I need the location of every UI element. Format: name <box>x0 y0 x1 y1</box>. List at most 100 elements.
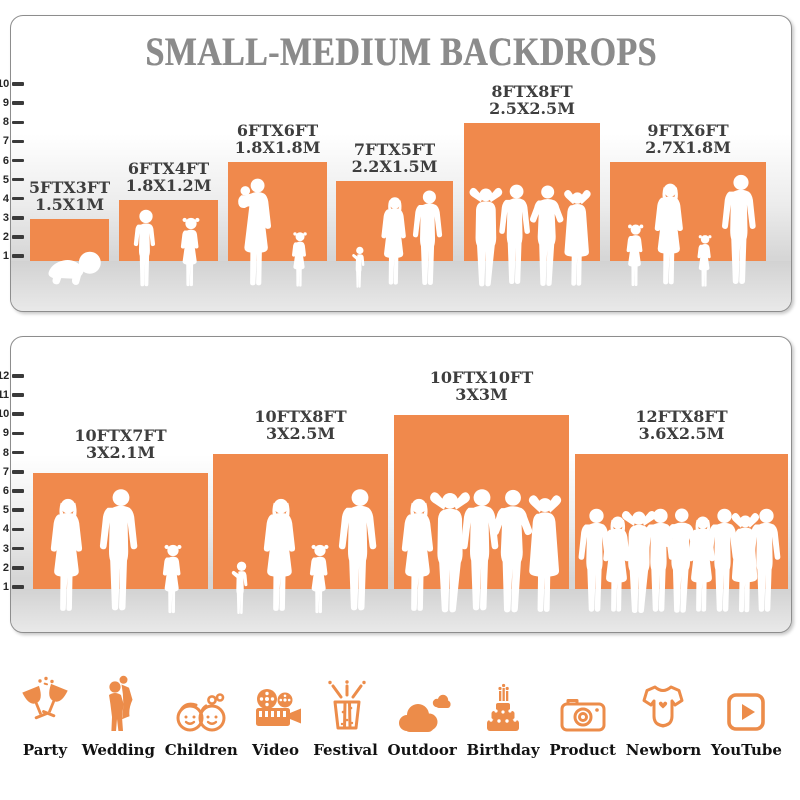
size-meters: 3.6X2.5M <box>638 423 725 443</box>
person-silhouette-woman <box>50 498 83 611</box>
person-silhouette-man <box>338 489 376 611</box>
category-video: Video <box>248 687 304 758</box>
backdrop-size-label: 7FTX5FT 2.2X1.5M <box>352 141 438 175</box>
y-axis-tick-label: 12 <box>0 369 10 382</box>
y-axis-tick-label: 3 <box>2 542 9 555</box>
y-axis-tick-label: 3 <box>2 211 9 224</box>
panel-surface: SMALL-MEDIUM BACKDROPS 5FTX3FT 1.5X1M 6FTX… <box>10 15 792 312</box>
size-meters: 1.8X1.8M <box>234 137 321 157</box>
person-silhouette-toddler <box>352 246 365 288</box>
y-axis-tick-label: 4 <box>2 192 9 205</box>
youtube-icon <box>727 693 766 731</box>
category-outdoor: Outdoor <box>388 691 457 758</box>
person-silhouette-man <box>99 489 137 611</box>
category-label: YouTube <box>710 741 782 759</box>
y-axis-tick-label: 1 <box>2 250 9 262</box>
person-silhouette-man <box>413 190 443 285</box>
y-axis-tick-label: 7 <box>2 135 9 148</box>
size-meters: 3X2.1M <box>85 442 156 462</box>
category-party: Party <box>18 675 72 758</box>
person-silhouette-woman-up <box>528 495 561 612</box>
bars-layer: 5FTX3FT 1.5X1M 6FTX4FT 1.8X1.2M 6FTX6FT 1.8X1… <box>11 16 791 311</box>
backdrop-size-label: 6FTX4FT 1.8X1.2M <box>126 160 212 194</box>
newborn-icon <box>642 685 684 728</box>
backdrop-size-label: 10FTX7FT 3X2.1M <box>74 427 166 461</box>
y-axis-tick-label: 6 <box>2 485 9 497</box>
person-silhouette-woman-baby <box>237 178 271 286</box>
backdrop-size-label: 12FTX8FT 3.6X2.5M <box>635 408 727 442</box>
backdrop-size-label: 8FTX8FT 2.5X2.5M <box>489 83 575 117</box>
size-feet: 10FTX10FT <box>429 368 534 388</box>
backdrop-size-label: 9FTX6FT 2.7X1.8M <box>645 122 731 156</box>
size-feet: 5FTX3FT <box>28 177 111 197</box>
category-festival: Festival <box>313 679 378 758</box>
category-youtube: YouTube <box>711 691 782 758</box>
size-feet: 6FTX4FT <box>127 158 210 178</box>
outdoor-icon <box>399 694 451 732</box>
category-label: Children <box>164 741 238 759</box>
video-icon <box>255 689 301 726</box>
party-icon <box>22 676 68 720</box>
y-axis-tick-label: 9 <box>2 427 9 440</box>
person-silhouette-girl <box>180 217 200 287</box>
size-meters: 2.2X1.5M <box>351 156 438 176</box>
person-silhouette-baby <box>48 251 101 285</box>
backdrop-size-label: 10FTX10FT 3X3M <box>430 369 533 403</box>
size-feet: 6FTX6FT <box>236 120 319 140</box>
category-label: Outdoor <box>387 741 457 759</box>
backdrop-size-label: 5FTX3FT 1.5X1M <box>29 179 110 213</box>
y-axis-tick-label: 10 <box>0 408 10 421</box>
category-children: Children <box>165 691 238 758</box>
y-axis-tick-label: 2 <box>2 561 9 574</box>
backdrop-bar <box>119 199 218 261</box>
size-meters: 3X3M <box>455 385 508 405</box>
y-axis-tick-label: 6 <box>2 154 9 167</box>
person-silhouette-woman-up <box>564 189 592 286</box>
category-row: Party Wedding <box>18 650 782 758</box>
y-axis-tick-label: 9 <box>2 97 9 110</box>
category-label: Wedding <box>81 741 155 759</box>
chart-panel-medium-large: 10FTX7FT 3X2.1M 10FTX8FT 3X2.5M 10FTX10FT 3X3… <box>0 336 792 633</box>
size-meters: 2.7X1.8M <box>645 137 731 157</box>
category-newborn: Newborn <box>626 683 701 758</box>
backdrop-size-label: 6FTX6FT 1.8X1.8M <box>235 122 321 156</box>
y-axis-tick-label: 2 <box>2 230 9 243</box>
size-feet: 12FTX8FT <box>635 406 728 426</box>
person-silhouette-man <box>721 174 756 284</box>
y-axis-tick-label: 7 <box>2 465 9 478</box>
panel-surface: 10FTX7FT 3X2.1M 10FTX8FT 3X2.5M 10FTX10FT 3X3… <box>10 336 792 633</box>
category-label: Newborn <box>625 741 702 759</box>
category-label: Party <box>22 741 68 759</box>
wedding-icon <box>109 675 133 731</box>
category-label: Video <box>251 741 300 759</box>
category-label: Festival <box>313 741 378 759</box>
category-label: Product <box>549 741 616 759</box>
children-icon <box>176 693 226 732</box>
page-title: SMALL-MEDIUM BACKDROPS <box>145 29 657 74</box>
size-feet: 10FTX8FT <box>254 406 347 426</box>
y-axis-tick-label: 8 <box>2 116 9 129</box>
bars-layer: 10FTX7FT 3X2.1M 10FTX8FT 3X2.5M 10FTX10FT 3X3… <box>11 337 791 632</box>
y-axis-tick-label: 5 <box>2 504 9 517</box>
y-axis-tick-label: 10 <box>0 78 10 91</box>
product-icon <box>560 699 606 732</box>
size-meters: 3X2.5M <box>265 423 336 443</box>
size-feet: 10FTX7FT <box>74 425 167 445</box>
category-birthday: Birthday <box>467 681 540 758</box>
size-meters: 1.5X1M <box>34 194 105 214</box>
size-feet: 7FTX5FT <box>353 139 436 159</box>
birthday-icon <box>487 683 520 731</box>
person-silhouette-boy <box>134 209 156 287</box>
y-axis-tick-label: 1 <box>2 581 9 593</box>
size-feet: 9FTX6FT <box>647 120 729 140</box>
y-axis-tick-label: 4 <box>2 523 9 536</box>
person-silhouette-man <box>748 508 781 612</box>
y-axis-tick-label: 5 <box>2 173 9 186</box>
person-silhouette-girl <box>162 544 182 614</box>
category-label: Birthday <box>466 741 540 759</box>
person-silhouette-girl-small <box>291 232 307 287</box>
category-product: Product <box>549 695 616 758</box>
category-wedding: Wedding <box>82 675 155 758</box>
chart-panel-small-medium: SMALL-MEDIUM BACKDROPS 5FTX3FT 1.5X1M 6FTX… <box>0 15 792 312</box>
